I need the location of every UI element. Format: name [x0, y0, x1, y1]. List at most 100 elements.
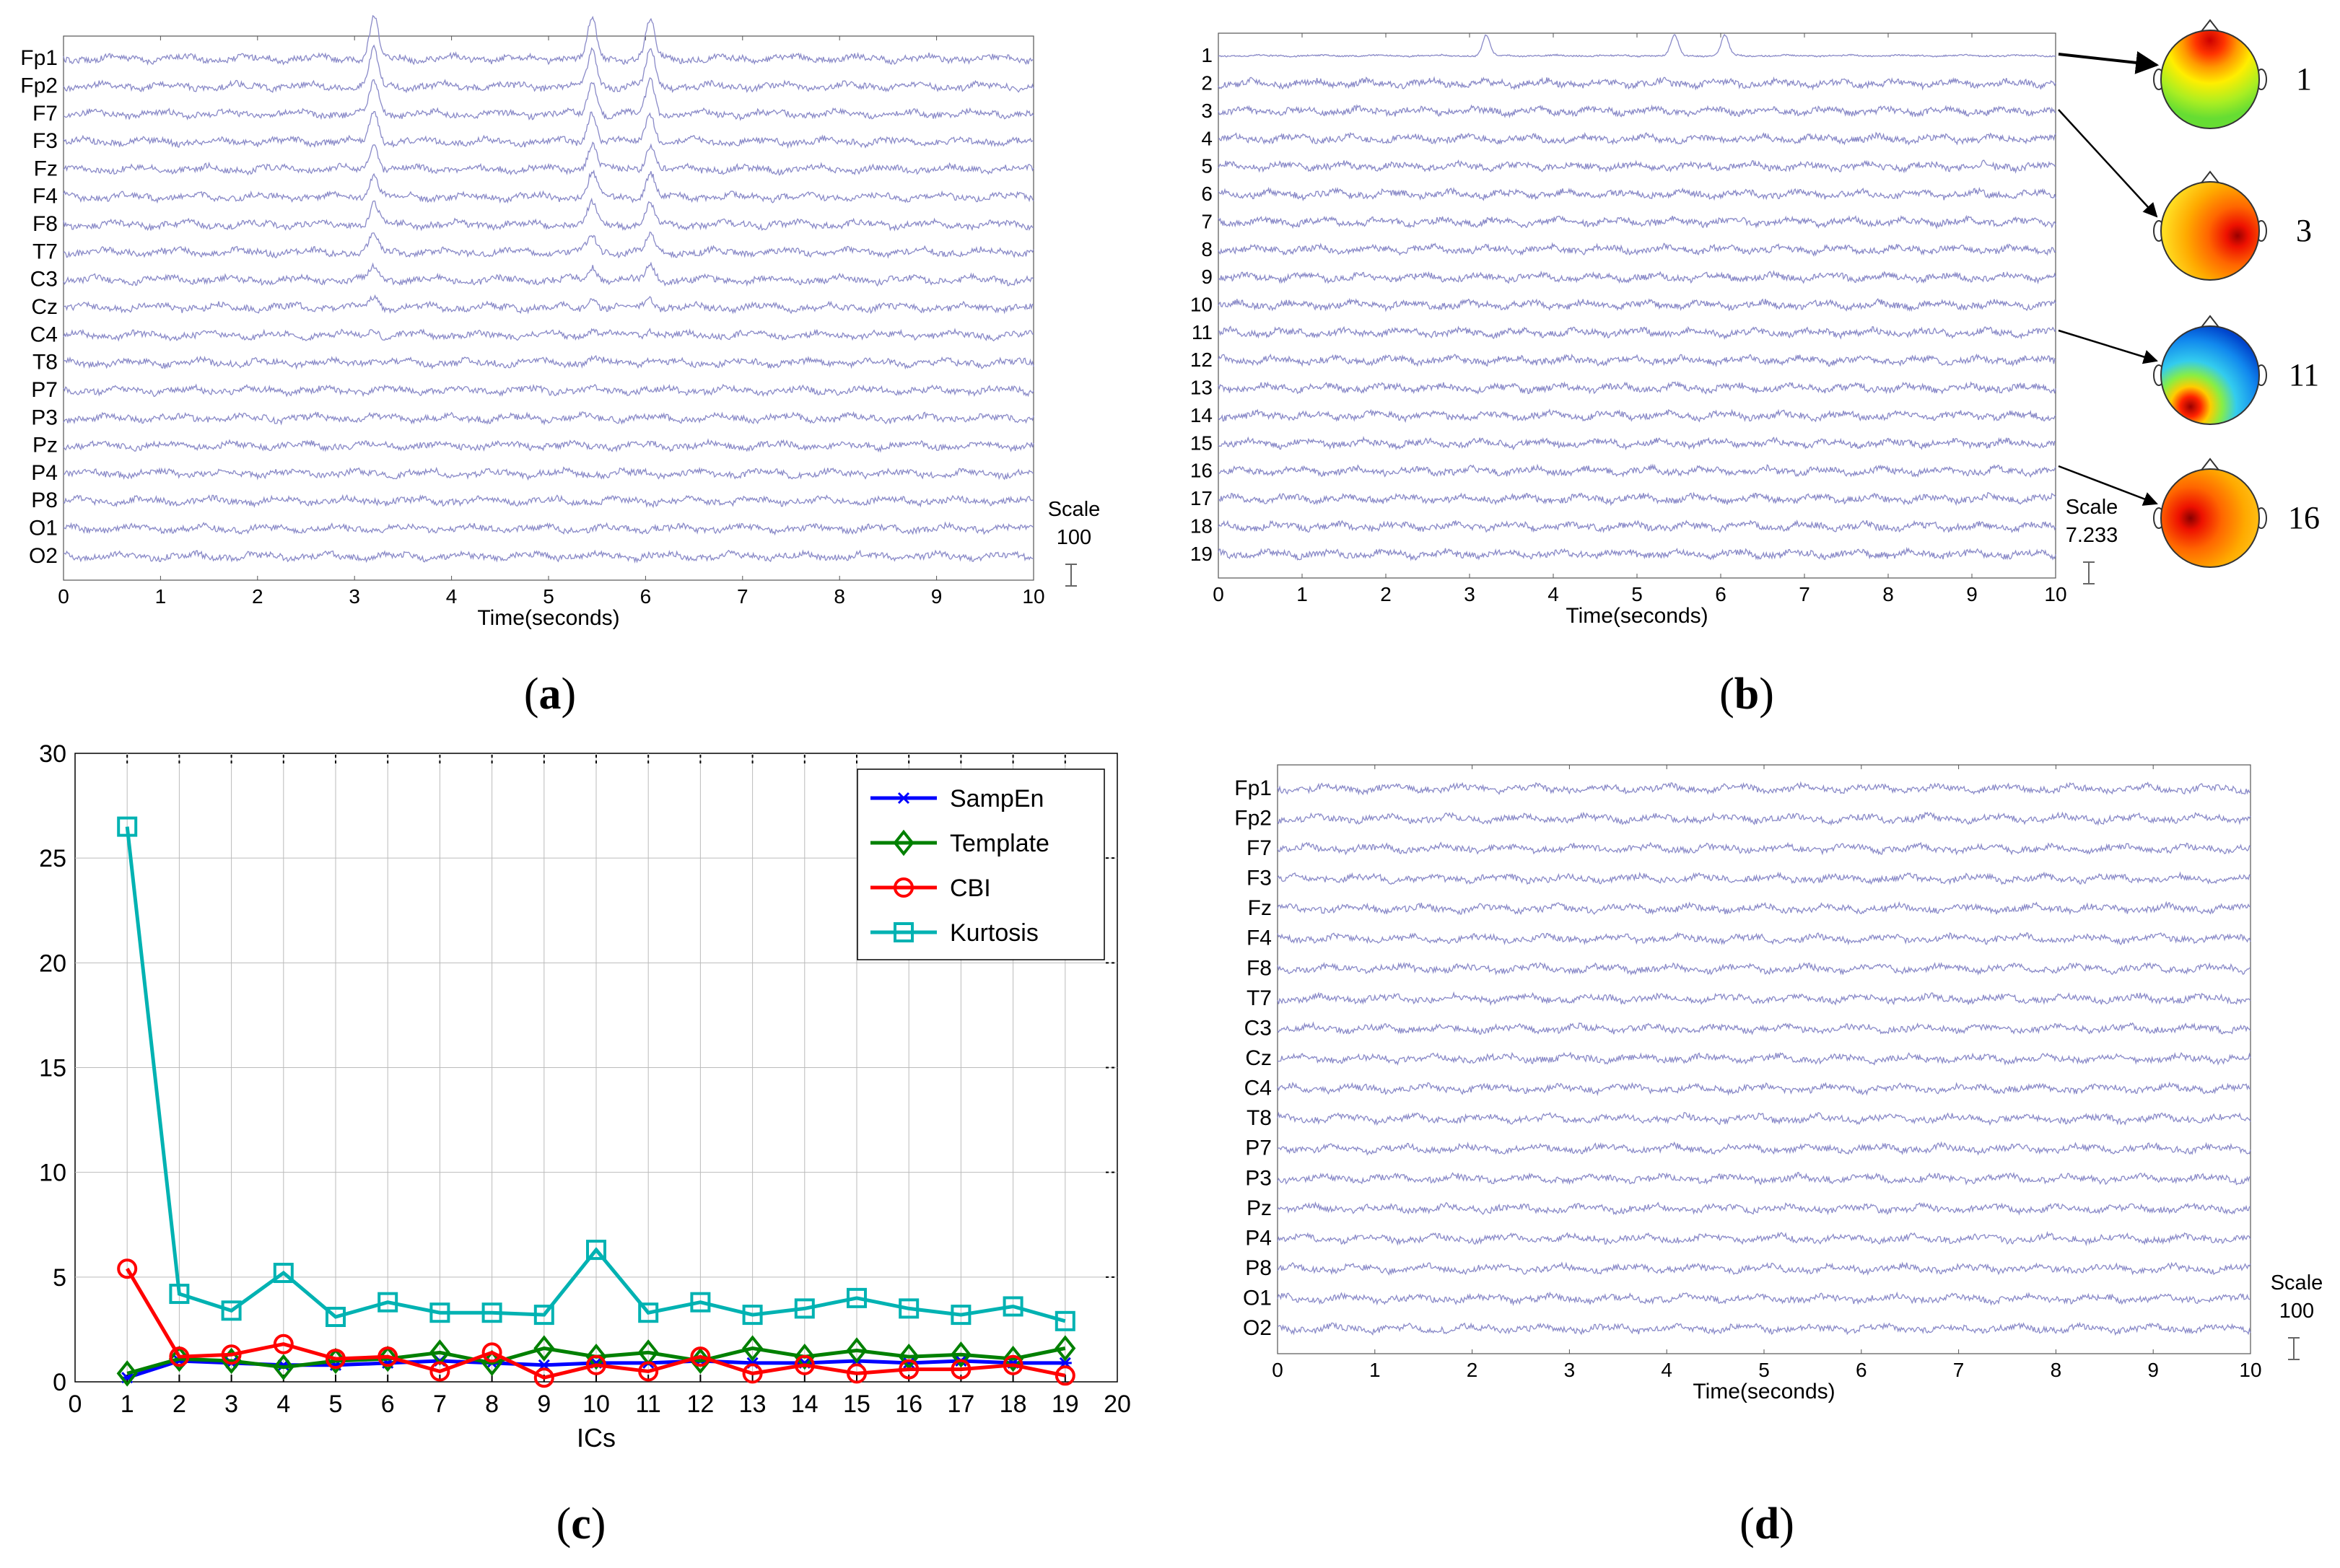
topomap-3 — [2160, 181, 2260, 281]
x-tick-label: 10 — [1022, 585, 1044, 608]
topomap-16 — [2160, 468, 2260, 568]
trace-T7 — [1277, 991, 2251, 1007]
x-tick-label: 8 — [1882, 583, 1894, 605]
trace-8 — [1218, 242, 2056, 257]
topomap-label-11: 11 — [2289, 357, 2319, 393]
trace-P3 — [1277, 1171, 2251, 1186]
trace-P7 — [63, 383, 1034, 398]
x-tick-label: 10 — [2044, 583, 2066, 605]
trace-O2 — [63, 549, 1034, 564]
point-Template-15 — [846, 1337, 868, 1364]
scale-label: Scale — [2271, 1271, 2323, 1295]
x-tick-label: 7 — [1799, 583, 1810, 605]
x-tick-label: 5 — [1758, 1359, 1770, 1381]
x-tick-label: 1 — [155, 585, 167, 608]
point-CBI-6 — [377, 1346, 398, 1367]
x-tick-label: 4 — [1547, 583, 1559, 605]
x-tick-label: 10 — [2239, 1359, 2261, 1381]
x-tick-label: 3 — [1464, 583, 1475, 605]
point-CBI-11 — [638, 1361, 659, 1382]
point-CBI-9 — [533, 1367, 554, 1388]
scale-bar — [1065, 564, 1077, 587]
point-Template-3 — [221, 1347, 243, 1375]
y-tick-label: 30 — [39, 740, 66, 768]
trace-C4 — [63, 328, 1034, 342]
trace-4 — [1218, 131, 2056, 146]
x-tick-label: 8 — [834, 585, 845, 608]
channel-label-Cz: Cz — [1245, 1046, 1272, 1070]
point-Kurtosis-17 — [951, 1305, 972, 1326]
x-tick-label: 7 — [1953, 1359, 1965, 1381]
panel-label-b: (b) — [1719, 670, 1774, 719]
point-CBI-12 — [690, 1346, 711, 1367]
y-tick-label: 20 — [39, 950, 66, 977]
trace-O1 — [1277, 1291, 2251, 1307]
x-tick-label: 4 — [446, 585, 458, 608]
channel-label-C3: C3 — [1244, 1016, 1272, 1040]
point-Kurtosis-2 — [169, 1284, 190, 1305]
channel-label-7: 7 — [1201, 210, 1213, 232]
x-tick-label: 9 — [537, 1390, 551, 1418]
trace-18 — [1218, 519, 2056, 533]
trace-12 — [1218, 353, 2056, 368]
trace-Fp2 — [63, 44, 1034, 94]
x-tick-label: 4 — [1661, 1359, 1672, 1381]
x-tick-label: 2 — [173, 1390, 186, 1418]
legend-marker-CBI — [894, 877, 914, 898]
channel-label-Fp2: Fp2 — [20, 74, 58, 97]
point-CBI-16 — [899, 1359, 920, 1380]
panel-d: Fp1 Fp2 F7 F3 Fz F4 F8 T7 C3 Cz C4 T8 P7 P3 Pz P4 P8 O1 O2… — [1234, 764, 2323, 1403]
channel-label-O2: O2 — [29, 544, 58, 568]
point-CBI-8 — [481, 1342, 502, 1363]
y-tick-label: 0 — [53, 1369, 66, 1396]
point-Kurtosis-10 — [586, 1240, 606, 1261]
trace-19 — [1218, 546, 2056, 561]
x-tick-label: 6 — [1856, 1359, 1867, 1381]
x-tick-label: 10 — [582, 1390, 610, 1418]
trace-T7 — [63, 231, 1034, 259]
point-CBI-18 — [1003, 1354, 1023, 1375]
point-Kurtosis-6 — [377, 1292, 398, 1313]
point-Template-14 — [794, 1343, 816, 1370]
point-Template-1 — [116, 1360, 138, 1387]
trace-7 — [1218, 214, 2056, 230]
trace-O1 — [63, 521, 1034, 536]
channel-label-8: 8 — [1201, 238, 1213, 260]
channel-label-18: 18 — [1190, 514, 1213, 537]
trace-10 — [1218, 297, 2056, 312]
legend — [857, 768, 1105, 960]
x-tick-label: 20 — [1104, 1390, 1131, 1418]
trace-2 — [1218, 76, 2056, 91]
channel-label-Cz: Cz — [31, 295, 58, 319]
point-Kurtosis-13 — [742, 1305, 763, 1326]
trace-C3 — [1277, 1021, 2251, 1035]
channel-label-C4: C4 — [30, 323, 58, 346]
trace-F8 — [63, 197, 1034, 232]
x-tick-label: 14 — [791, 1390, 818, 1418]
x-tick-label: 15 — [843, 1390, 870, 1418]
point-Kurtosis-14 — [794, 1298, 815, 1319]
trace-C3 — [63, 261, 1034, 287]
trace-C4 — [1277, 1081, 2251, 1097]
point-CBI-1 — [117, 1258, 138, 1279]
point-Kurtosis-15 — [847, 1287, 867, 1308]
x-tick-label: 0 — [69, 1390, 82, 1418]
point-Template-9 — [533, 1335, 555, 1362]
trace-F7 — [1277, 841, 2251, 856]
trace-F7 — [63, 77, 1034, 121]
scale-value: 100 — [2279, 1300, 2314, 1323]
channel-label-3: 3 — [1201, 100, 1213, 122]
channel-label-P4: P4 — [1245, 1226, 1272, 1250]
channel-label-11: 11 — [1192, 321, 1213, 343]
trace-3 — [1218, 104, 2056, 119]
trace-5 — [1218, 159, 2056, 174]
point-Kurtosis-16 — [899, 1298, 920, 1319]
topomap-1 — [2160, 30, 2260, 129]
trace-Fz — [1277, 901, 2251, 916]
point-CBI-10 — [586, 1354, 606, 1375]
arrow-to-topomap-1 — [2058, 51, 2160, 74]
point-Template-13 — [742, 1335, 764, 1362]
trace-Pz — [63, 438, 1034, 453]
x-tick-label: 3 — [224, 1390, 238, 1418]
channel-label-17: 17 — [1190, 487, 1213, 509]
